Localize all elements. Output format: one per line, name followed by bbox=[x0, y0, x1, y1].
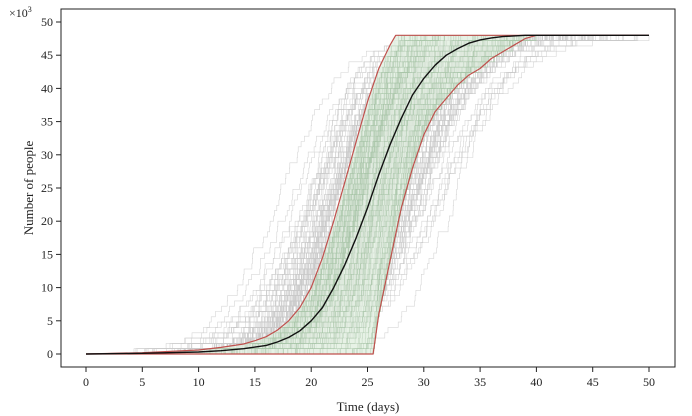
x-tick-label: 20 bbox=[305, 375, 317, 389]
y-scale-note: ×103 bbox=[9, 5, 32, 20]
band-trace bbox=[86, 35, 649, 355]
summary-series bbox=[85, 34, 649, 355]
band-trace bbox=[86, 35, 649, 355]
x-tick-label: 5 bbox=[139, 375, 145, 389]
band-trace bbox=[86, 35, 649, 355]
y-tick-label: 35 bbox=[41, 115, 53, 129]
simulation-trace bbox=[86, 35, 649, 355]
x-tick-label: 10 bbox=[193, 375, 205, 389]
simulation-trace bbox=[86, 35, 649, 355]
series-upper-bound bbox=[85, 34, 649, 355]
y-axis-ticks: 0 5 10 15 20 25 30 35 40 45 50 bbox=[41, 15, 61, 361]
y-tick-label: 10 bbox=[41, 281, 53, 295]
y-tick-label: 20 bbox=[41, 214, 53, 228]
y-scale-base: ×10 bbox=[9, 6, 28, 20]
x-tick-label: 30 bbox=[418, 375, 430, 389]
y-tick-label: 0 bbox=[47, 347, 53, 361]
simulation-trace bbox=[86, 35, 649, 355]
x-tick-label: 15 bbox=[249, 375, 261, 389]
x-tick-label: 50 bbox=[643, 375, 655, 389]
y-axis-label: Number of people bbox=[21, 140, 36, 235]
x-tick-label: 25 bbox=[362, 375, 374, 389]
y-tick-label: 50 bbox=[41, 15, 53, 29]
y-tick-label: 25 bbox=[41, 181, 53, 195]
band-trace bbox=[86, 35, 649, 355]
x-tick-label: 40 bbox=[530, 375, 542, 389]
y-tick-label: 40 bbox=[41, 81, 53, 95]
x-axis-ticks: 0 5 10 15 20 25 30 35 40 45 50 bbox=[83, 367, 655, 389]
y-tick-label: 5 bbox=[47, 314, 53, 328]
band-trace bbox=[86, 35, 649, 355]
y-tick-label: 30 bbox=[41, 148, 53, 162]
series-mean bbox=[85, 34, 649, 355]
x-axis-label: Time (days) bbox=[337, 399, 400, 414]
y-tick-label: 45 bbox=[41, 48, 53, 62]
x-tick-label: 45 bbox=[587, 375, 599, 389]
x-tick-label: 0 bbox=[83, 375, 89, 389]
series-lower-bound bbox=[86, 34, 649, 355]
simulation-trace bbox=[86, 35, 649, 355]
x-tick-label: 35 bbox=[474, 375, 486, 389]
y-tick-label: 15 bbox=[41, 247, 53, 261]
y-scale-exponent: 3 bbox=[28, 5, 32, 14]
simulation-trace bbox=[86, 35, 649, 355]
